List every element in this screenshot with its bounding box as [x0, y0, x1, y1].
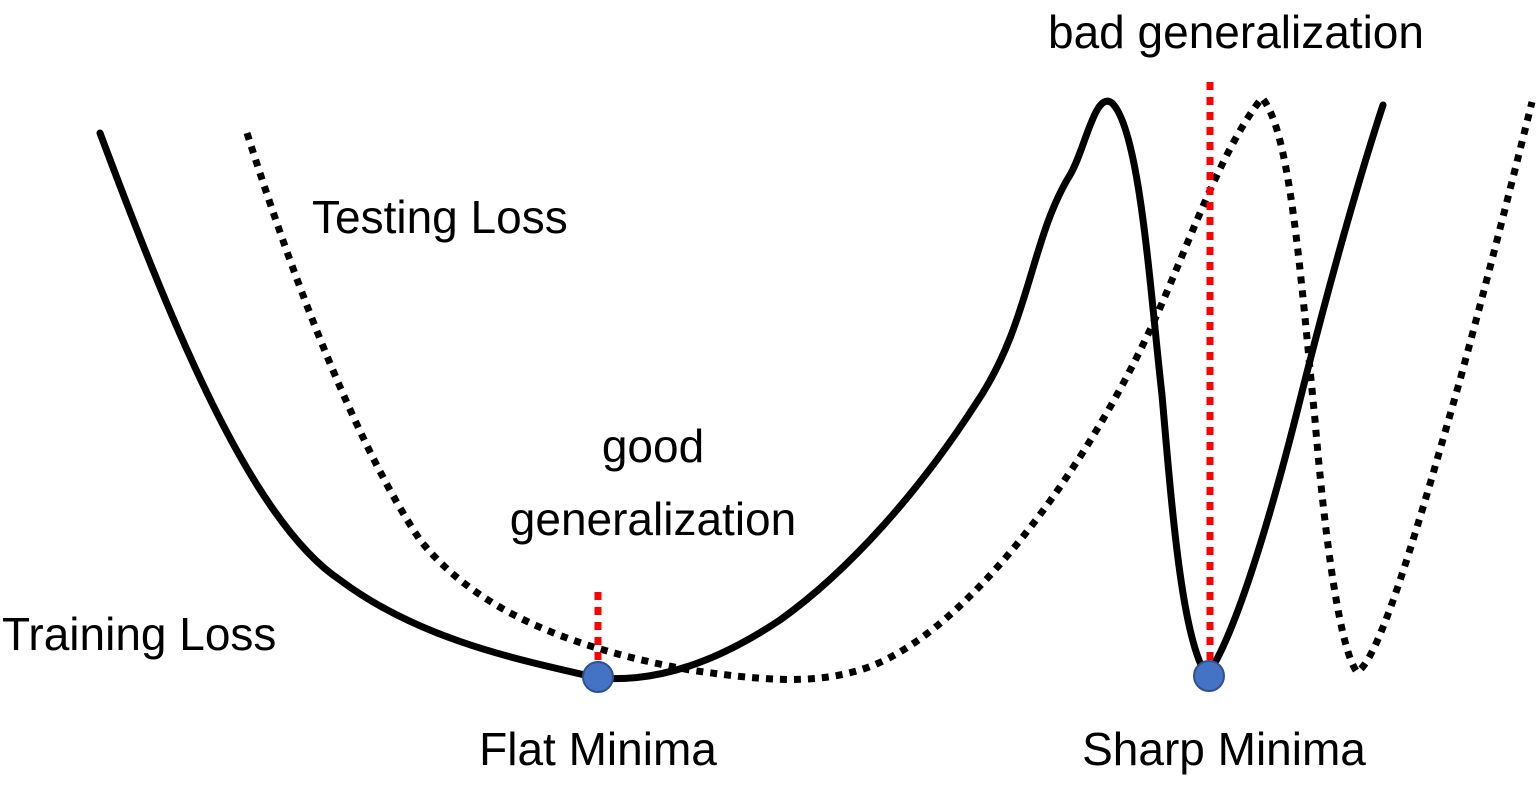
sharp-minima-label: Sharp Minima: [1082, 723, 1366, 775]
training-loss-curve: [96, 97, 1387, 683]
good-generalization-label-line1: good: [602, 420, 704, 472]
testing-loss-label: Testing Loss: [312, 191, 568, 243]
testing-loss-curve: [243, 92, 1536, 683]
training-loss-label: Training Loss: [2, 608, 276, 660]
bad-generalization-label: bad generalization: [1048, 6, 1424, 58]
flat-minimum-point: [582, 661, 614, 693]
good-generalization-label-line2: generalization: [510, 493, 796, 545]
flat-minima-label: Flat Minima: [479, 723, 717, 775]
sharp-minimum-point: [1193, 660, 1225, 692]
